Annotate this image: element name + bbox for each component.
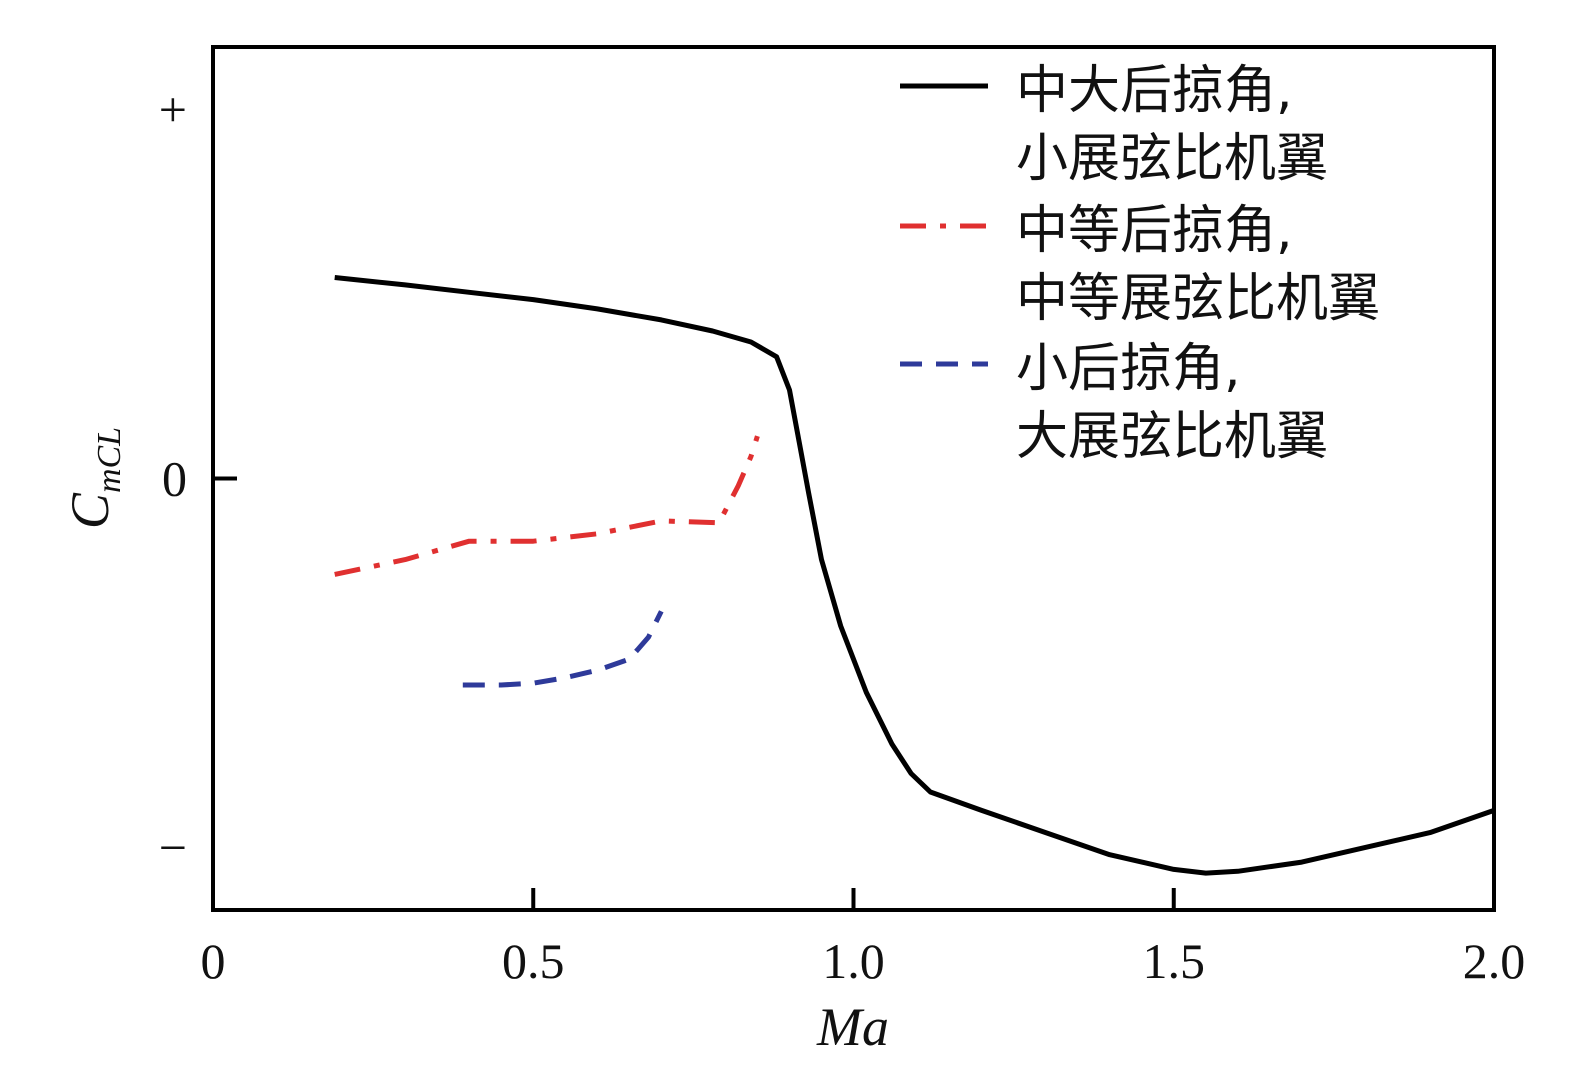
y-tick-label: + — [159, 82, 187, 138]
y-tick-label: 0 — [162, 451, 187, 507]
series-line-3 — [462, 610, 664, 688]
y-axis-title: CmCL — [60, 427, 128, 529]
legend-label-1: 中大后掠角, — [1016, 61, 1293, 121]
legend-label-2: 中等展弦比机翼 — [1016, 269, 1380, 329]
y-axis-title-sub: mCL — [91, 427, 128, 493]
legend-label-3: 大展弦比机翼 — [1016, 407, 1328, 467]
x-tick-label: 1.5 — [1143, 933, 1206, 989]
y-axis-ticks: +0 − — [159, 82, 237, 875]
x-tick-label: 0.5 — [502, 933, 565, 989]
legend-label-3: 小后掠角, — [1016, 339, 1241, 399]
x-tick-label: 1.0 — [822, 933, 885, 989]
x-axis-title: Ma — [816, 997, 889, 1057]
x-tick-label: 0 — [201, 933, 226, 989]
x-axis-ticks: 0 0.5 1.0 1.5 2.0 — [201, 888, 1526, 989]
series-line-1 — [334, 275, 1495, 876]
y-tick-label: − — [159, 819, 187, 875]
series-layer — [334, 275, 1495, 876]
series-line-2 — [334, 435, 760, 577]
legend-label-2: 中等后掠角, — [1016, 201, 1293, 261]
y-axis-title-main: C — [60, 492, 120, 529]
x-tick-label: 2.0 — [1463, 933, 1526, 989]
legend-label-1: 小展弦比机翼 — [1016, 129, 1328, 189]
